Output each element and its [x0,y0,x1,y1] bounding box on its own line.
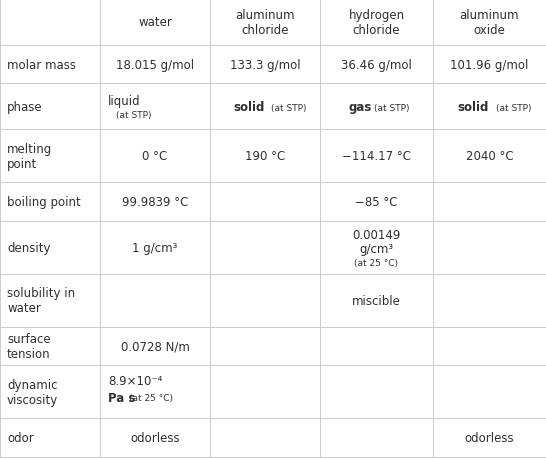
Text: melting
point: melting point [7,142,52,170]
Text: 18.015 g/mol: 18.015 g/mol [116,58,194,72]
Text: gas: gas [349,101,372,114]
Text: 0 °C: 0 °C [143,150,168,163]
Text: 101.96 g/mol: 101.96 g/mol [450,58,529,72]
Text: 0.0728 N/m: 0.0728 N/m [121,340,189,353]
Text: (at STP): (at STP) [116,111,151,120]
Text: odorless: odorless [465,431,514,444]
Text: 1 g/cm³: 1 g/cm³ [132,241,177,254]
Text: 133.3 g/mol: 133.3 g/mol [230,58,300,72]
Text: aluminum
chloride: aluminum chloride [235,9,295,37]
Text: 190 °C: 190 °C [245,150,285,163]
Text: (at STP): (at STP) [496,104,531,113]
Text: hydrogen
chloride: hydrogen chloride [348,9,405,37]
Text: (at 25 °C): (at 25 °C) [354,258,399,267]
Text: Pa s: Pa s [108,391,135,404]
Text: liquid: liquid [108,95,141,108]
Text: boiling point: boiling point [7,196,81,208]
Text: surface
tension: surface tension [7,332,51,360]
Text: −85 °C: −85 °C [355,196,397,208]
Text: solubility in
water: solubility in water [7,286,75,314]
Text: dynamic
viscosity: dynamic viscosity [7,378,58,406]
Text: 8.9×10⁻⁴: 8.9×10⁻⁴ [108,374,162,387]
Text: water: water [138,17,172,29]
Text: density: density [7,241,50,254]
Text: aluminum
oxide: aluminum oxide [460,9,519,37]
Text: 99.9839 °C: 99.9839 °C [122,196,188,208]
Text: molar mass: molar mass [7,58,76,72]
Text: solid: solid [458,101,489,114]
Text: odor: odor [7,431,34,444]
Text: −114.17 °C: −114.17 °C [342,150,411,163]
Text: (at STP): (at STP) [271,104,306,113]
Text: 36.46 g/mol: 36.46 g/mol [341,58,412,72]
Text: (at 25 °C): (at 25 °C) [129,393,173,402]
Text: solid: solid [233,101,265,114]
Text: phase: phase [7,101,43,114]
Text: 0.00149: 0.00149 [352,228,401,241]
Text: (at STP): (at STP) [374,104,410,113]
Bar [101,131,209,182]
Text: odorless: odorless [130,431,180,444]
Text: g/cm³: g/cm³ [359,242,394,255]
Text: °C: °C [145,150,165,163]
Text: 2040 °C: 2040 °C [466,150,513,163]
Text: miscible: miscible [352,294,401,307]
